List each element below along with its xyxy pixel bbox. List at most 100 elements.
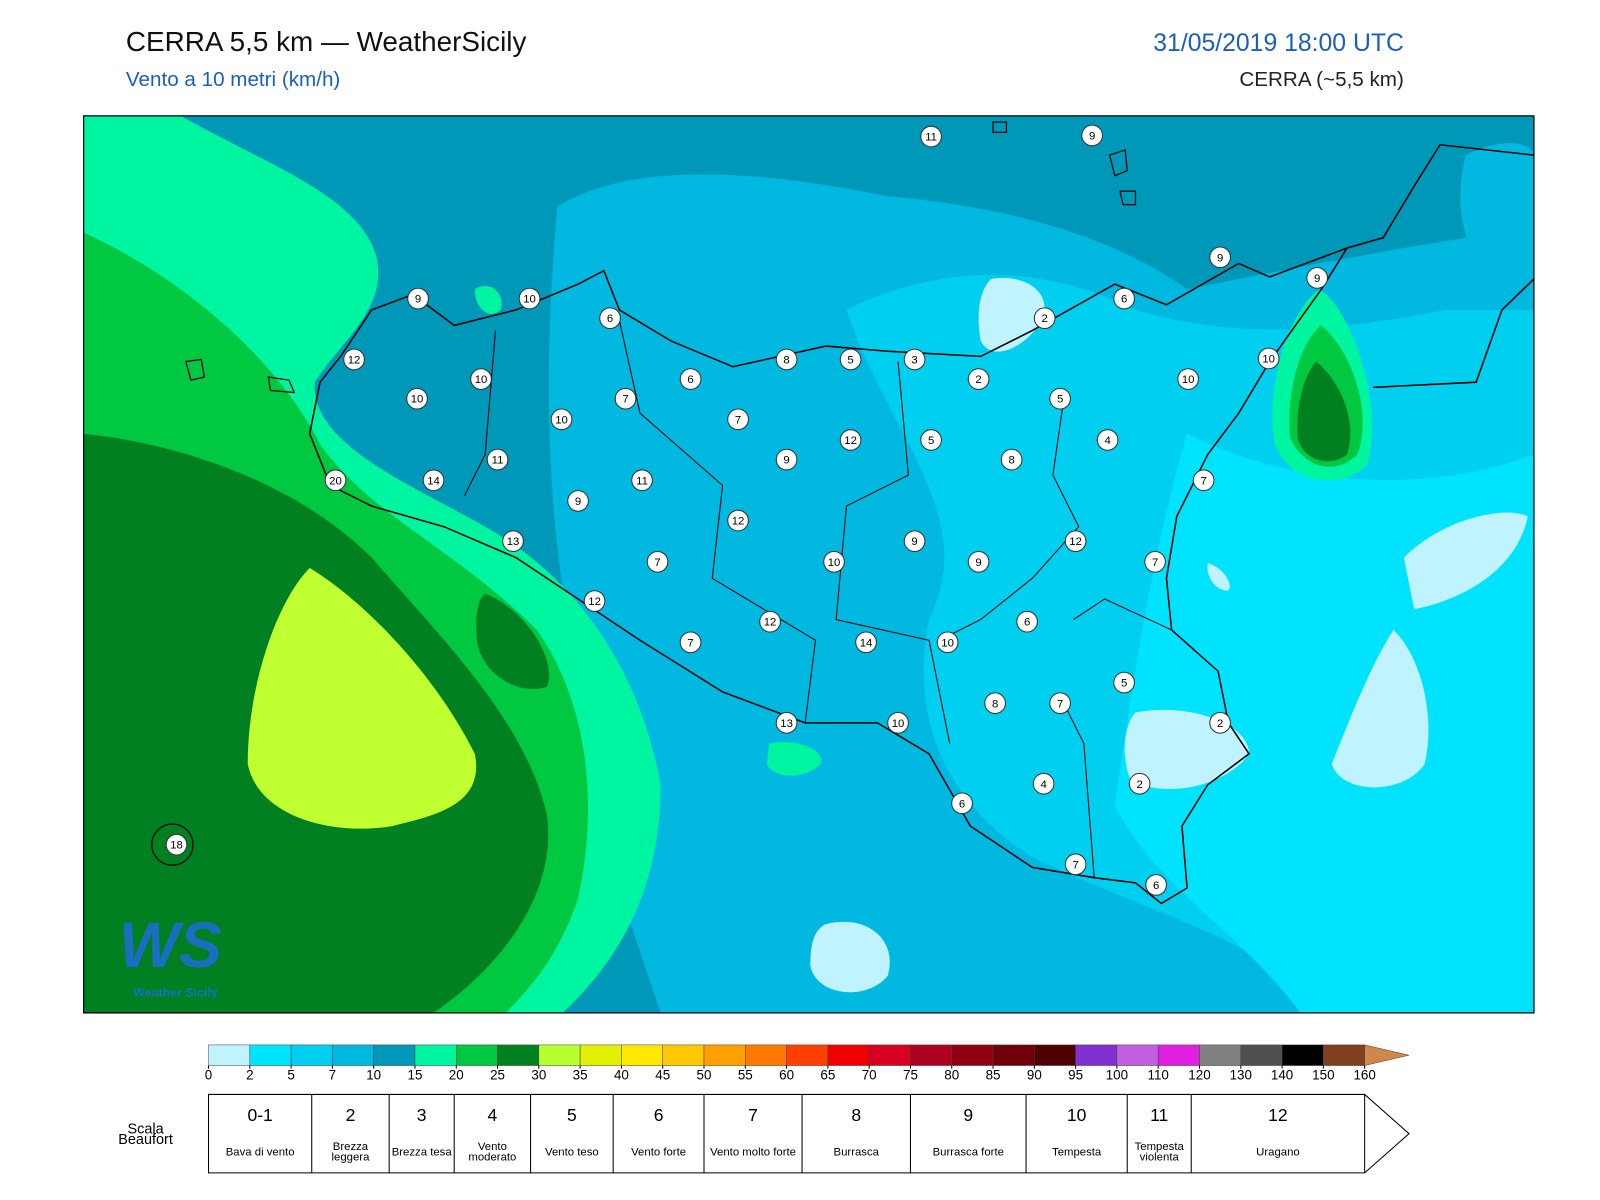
colorbar-segment [1075,1044,1118,1066]
station-marker [967,550,990,573]
colorbar-tick-label: 15 [408,1067,423,1082]
station-value: 10 [892,718,905,730]
station-marker [165,833,188,856]
station-marker [1113,671,1135,694]
beaufort-force: 0-1 [247,1105,272,1125]
beaufort-force: 4 [488,1105,498,1125]
station-value: 8 [1008,455,1014,467]
station-value: 9 [1314,273,1320,285]
station-value: 2 [975,374,981,386]
station-marker [1177,368,1199,390]
station-marker [631,469,653,492]
station-marker [1257,347,1280,370]
station-marker [1209,246,1231,269]
station-marker [406,387,428,410]
colorbar-over-arrow [1364,1044,1410,1066]
beaufort-force: 12 [1268,1105,1288,1125]
colorbar-tick-label: 95 [1068,1067,1083,1082]
colorbar-segment [703,1044,746,1066]
station-marker [583,590,606,612]
station-marker [599,307,621,330]
station-value: 7 [1072,859,1078,871]
station-marker [920,125,942,148]
beaufort-description-text: Bava di vento [225,1146,295,1159]
colorbar-segment [332,1044,374,1066]
station-value: 14 [860,637,873,649]
beaufort-label-text: Scala Beaufort [118,1120,173,1148]
station-value: 10 [523,294,536,306]
station-value: 5 [928,435,934,447]
beaufort-label: Scala Beaufort [118,1120,173,1148]
station-value: 8 [992,698,998,710]
beaufort-force: 10 [1067,1105,1087,1125]
station-value: 6 [1024,617,1030,629]
colorbar-segment [290,1044,333,1066]
station-marker [936,631,959,654]
station-marker [1113,287,1135,310]
station-marker [775,711,798,734]
subtitle: Vento a 10 metri (km/h) [126,68,340,91]
station-value: 12 [764,617,777,629]
station-value: 12 [1069,536,1082,548]
station-marker [903,348,926,371]
station-value: 11 [925,132,937,144]
date: 31/05/2019 18:00 UTC [1153,30,1404,57]
station-value: 10 [555,414,568,426]
station-marker [1033,307,1056,330]
station-marker [407,287,429,310]
stations: 11 9 9 9 6 2 9 10 6 12 8 5 3 10 2 10 10 10 7 6 5 10 7 12 5 4 9 8 11 2… [165,124,1328,896]
colorbar-tick-label: 40 [614,1067,629,1082]
station-value: 10 [1262,353,1275,365]
station-marker [1096,429,1119,451]
colorbar-segment [621,1044,663,1066]
colorbar-tick-label: 75 [903,1067,918,1082]
station-marker [1064,853,1087,876]
station-value: 7 [1057,698,1063,710]
beaufort-force: 2 [346,1105,356,1125]
station-value: 4 [1104,435,1110,447]
beaufort-description: Vento forte [631,1147,686,1158]
colorbar-segment [745,1044,787,1066]
beaufort-description-text: Brezza leggera [331,1140,370,1164]
station-value: 9 [575,496,581,508]
station-value: 10 [1182,374,1195,386]
colorbar-segment [1116,1044,1159,1066]
colorbar-segment [910,1044,952,1066]
colorbar-tick-label: 140 [1271,1067,1293,1082]
colorbar-tick-label: 130 [1230,1067,1252,1082]
colorbar-tick-label: 150 [1312,1067,1334,1082]
station-value: 9 [415,294,421,306]
station-marker [1049,692,1071,715]
station-marker [727,408,749,431]
station-marker [1081,124,1103,147]
colorbar-tick-label: 5 [287,1067,294,1082]
station-value: 9 [911,536,917,548]
colorbar-tick-label: 50 [697,1067,712,1082]
station-value: 10 [941,637,954,649]
colorbar-tick-label: 65 [820,1067,835,1082]
station-marker [920,429,942,451]
station-marker [903,530,926,552]
station-marker [951,792,973,815]
station-value: 5 [1121,678,1127,690]
colorbar-tick-label: 45 [655,1067,670,1082]
station-marker [1032,772,1055,795]
station-marker [502,530,524,552]
colorbar-tick-label: 7 [329,1067,336,1082]
station-marker [324,469,347,492]
beaufort-force: 11 [1150,1105,1168,1125]
station-value: 7 [735,414,741,426]
colorbar-tick-label: 10 [366,1067,381,1082]
station-value: 9 [975,557,981,569]
colorbar-segment [1281,1044,1324,1066]
beaufort-force: 9 [963,1105,973,1125]
beaufort-description-text: Uragano [1256,1146,1300,1159]
colorbar-tick-label: 20 [449,1067,464,1082]
station-value: 18 [170,840,183,852]
station-value: 6 [959,798,965,810]
station-value: 7 [622,394,628,406]
beaufort-force: 6 [654,1105,664,1125]
station-marker [759,610,781,633]
beaufort-description: Tempesta [1052,1147,1101,1158]
